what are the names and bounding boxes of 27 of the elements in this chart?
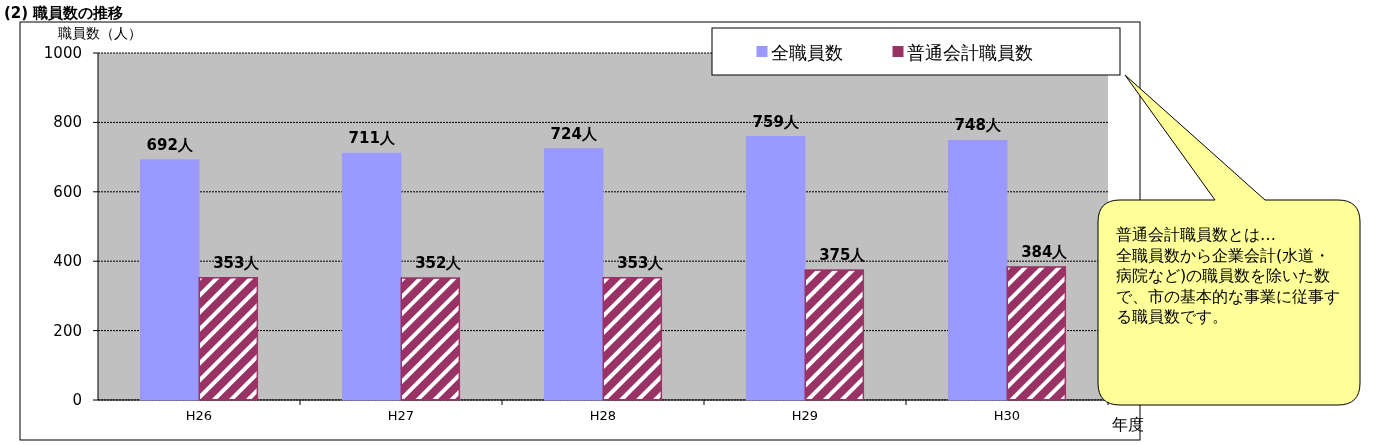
x-tick-label: H30 [993, 408, 1021, 423]
legend-label: 全職員数 [771, 42, 843, 63]
x-tick-label: H28 [589, 408, 617, 423]
y-axis-title: 職員数（人） [58, 25, 142, 41]
y-tick-label: 1000 [43, 44, 82, 62]
data-label: 384人 [1021, 242, 1069, 261]
y-tick-label: 200 [53, 321, 82, 340]
data-label: 692人 [146, 135, 194, 154]
x-axis-title: 年度 [1112, 415, 1144, 434]
y-tick-label: 800 [53, 113, 82, 132]
x-tick-label: H29 [791, 408, 819, 423]
data-label: 724人 [550, 124, 598, 143]
y-tick-label: 400 [53, 252, 82, 271]
data-label: 711人 [348, 129, 396, 148]
y-tick-label: 0 [72, 391, 82, 409]
legend-label: 普通会計職員数 [907, 42, 1033, 63]
text: 普通会計職員数とは… 全職員数から企業会計(水道・病院など)の職員数を除いた数で、市の基本的な事業に従事する職員数です。 [1116, 225, 1340, 326]
bar [947, 139, 1008, 401]
bar [139, 159, 200, 401]
bar [543, 148, 604, 401]
chart-title: (2) 職員数の推移 [4, 4, 124, 22]
y-tick-label: 600 [53, 182, 82, 201]
data-label: 375人 [819, 245, 867, 264]
bar [341, 152, 402, 401]
bar [745, 136, 806, 401]
x-tick-label: H27 [387, 408, 415, 423]
x-tick-label: H26 [185, 408, 213, 423]
